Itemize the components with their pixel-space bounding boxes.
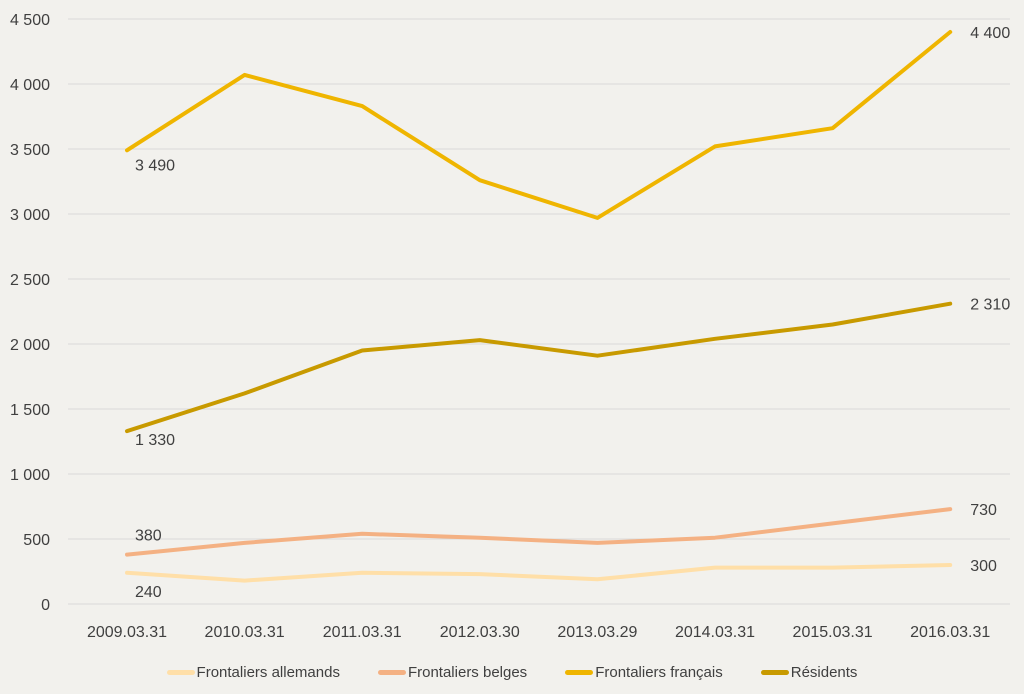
y-tick-label: 3 500: [10, 142, 50, 159]
x-tick-label: 2011.03.31: [323, 624, 402, 641]
x-tick-label: 2014.03.31: [675, 624, 755, 641]
y-tick-label: 1 500: [10, 402, 50, 419]
y-tick-label: 1 000: [10, 467, 50, 484]
legend-label: Frontaliers allemands: [196, 664, 340, 681]
series-line-3: [125, 301, 953, 434]
x-tick-label: 2012.03.30: [440, 624, 520, 641]
y-tick-label: 0: [41, 597, 50, 614]
legend-label: Frontaliers belges: [407, 664, 528, 681]
y-tick-label: 4 500: [10, 12, 50, 29]
legend-swatch: [565, 670, 594, 675]
data-label: 1 330: [135, 432, 175, 449]
y-tick-label: 500: [23, 532, 50, 549]
series-line-1: [125, 507, 953, 557]
x-tick-label: 2009.03.31: [87, 624, 167, 641]
legend-item-francais: Frontaliers français: [565, 664, 723, 681]
data-label: 2 310: [970, 297, 1010, 314]
x-tick-label: 2010.03.31: [205, 624, 285, 641]
series-line-0: [125, 563, 953, 583]
y-tick-label: 4 000: [10, 77, 50, 94]
legend-item-allemands: Frontaliers allemands: [166, 664, 340, 681]
data-label: 300: [970, 558, 997, 575]
data-label: 240: [135, 584, 162, 601]
legend-swatch: [166, 670, 195, 675]
x-tick-label: 2013.03.29: [557, 624, 637, 641]
legend-item-belges: Frontaliers belges: [377, 664, 528, 681]
x-tick-label: 2015.03.31: [793, 624, 873, 641]
data-label: 380: [135, 528, 162, 545]
legend-item-residents: Résidents: [760, 664, 858, 681]
legend-swatch: [377, 670, 406, 675]
line-chart: 0 500 1 000 1 500 2 000 2 500 3 000 3 500 4 000 4…: [10, 12, 1010, 641]
x-tick-label: 2016.03.31: [910, 624, 990, 641]
data-label: 4 400: [970, 25, 1010, 42]
data-label: 3 490: [135, 157, 175, 174]
series-line-2: [125, 30, 953, 220]
y-tick-label: 2 500: [10, 272, 50, 289]
legend-label: Résidents: [790, 664, 858, 681]
legend-swatch: [760, 670, 789, 675]
legend: Frontaliers allemands Frontaliers belges…: [0, 664, 1024, 681]
y-tick-label: 2 000: [10, 337, 50, 354]
legend-label: Frontaliers français: [595, 664, 723, 681]
y-tick-label: 3 000: [10, 207, 50, 224]
data-label: 730: [970, 502, 997, 519]
